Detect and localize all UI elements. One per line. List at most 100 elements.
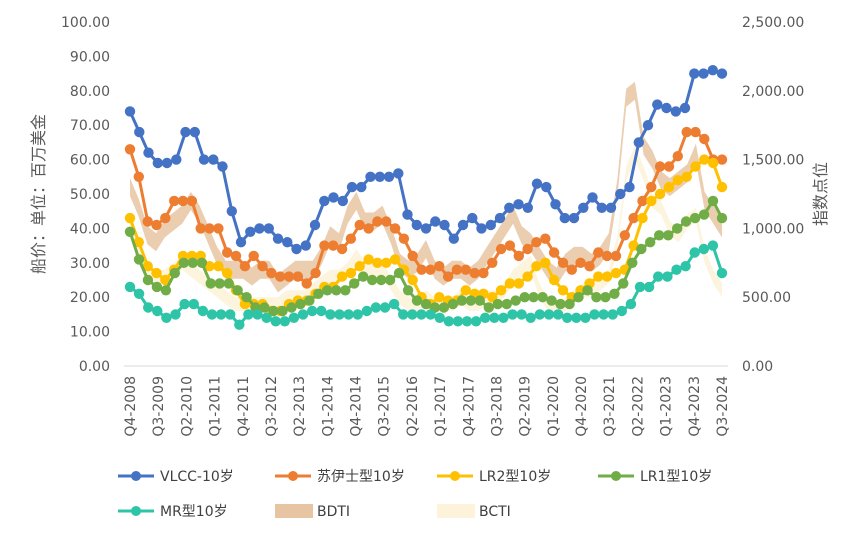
price-lines	[124, 65, 728, 330]
data-point	[469, 267, 480, 279]
data-point	[340, 285, 351, 296]
data-point	[205, 278, 216, 289]
data-point	[241, 292, 252, 303]
data-point	[442, 271, 454, 282]
data-point	[292, 271, 304, 282]
data-point	[636, 243, 647, 255]
data-point	[300, 240, 311, 251]
data-point	[160, 285, 172, 296]
data-point	[279, 316, 290, 327]
data-point	[716, 267, 728, 279]
legend-item: MR型10岁	[118, 504, 228, 520]
data-point	[151, 219, 162, 231]
data-point	[367, 274, 378, 286]
data-point	[495, 285, 507, 296]
data-point	[328, 240, 339, 251]
data-point	[217, 161, 228, 172]
data-point	[239, 261, 251, 272]
data-point	[376, 274, 387, 286]
data-point	[416, 309, 427, 320]
data-point	[134, 126, 145, 138]
legend-swatch-band	[275, 504, 313, 518]
data-point	[301, 278, 312, 289]
x-tick-label: Q2-2016	[405, 376, 421, 437]
data-point	[596, 202, 607, 213]
data-point	[555, 298, 566, 310]
data-point	[254, 223, 265, 234]
x-tick-label: Q1-2023	[659, 376, 675, 437]
data-point	[591, 292, 602, 303]
data-point	[618, 278, 629, 289]
data-point	[345, 267, 357, 279]
data-point	[372, 257, 383, 268]
x-tick-label: Q4-2020	[574, 376, 590, 437]
data-point	[372, 216, 383, 227]
data-point	[652, 99, 663, 110]
data-point	[226, 206, 237, 217]
data-point	[416, 264, 427, 275]
data-point	[663, 230, 674, 241]
data-point	[143, 147, 154, 158]
data-point	[133, 288, 145, 299]
legend-item: LR1型10岁	[598, 469, 712, 485]
data-point	[370, 302, 382, 313]
data-point	[230, 250, 242, 262]
data-point	[143, 302, 154, 313]
data-point	[543, 309, 555, 320]
data-point	[225, 309, 236, 320]
y-left-tick-label: 60.00	[70, 153, 110, 169]
data-point	[690, 161, 701, 172]
data-point	[222, 247, 233, 258]
data-point	[679, 102, 691, 114]
data-point	[398, 233, 410, 244]
data-point	[322, 285, 333, 296]
data-point	[540, 233, 551, 244]
data-point	[171, 154, 182, 165]
data-point	[633, 137, 644, 148]
data-point	[637, 195, 648, 207]
data-point	[672, 151, 683, 162]
data-point	[248, 250, 259, 262]
data-point	[680, 261, 691, 272]
data-point	[541, 181, 552, 193]
x-tick-label: Q2-2013	[292, 376, 308, 437]
data-point	[671, 264, 682, 275]
data-point	[270, 316, 281, 327]
data-point	[438, 302, 450, 313]
data-point	[275, 271, 286, 282]
data-point	[447, 298, 459, 310]
data-point	[196, 257, 207, 268]
data-point	[513, 278, 524, 289]
data-point	[534, 309, 545, 320]
data-point	[358, 271, 369, 282]
data-point	[434, 261, 445, 272]
data-point	[504, 278, 516, 289]
data-point	[573, 292, 584, 303]
legend-label: VLCC-10岁	[160, 469, 234, 485]
data-point	[513, 250, 524, 262]
data-point	[498, 312, 509, 323]
data-point	[124, 281, 136, 293]
data-point	[487, 257, 498, 268]
x-tick-label: Q3-2015	[377, 376, 393, 437]
data-point	[243, 309, 254, 320]
data-point	[195, 223, 206, 234]
data-point	[480, 312, 491, 323]
x-tick-label: Q4-2014	[349, 376, 365, 437]
data-point	[319, 240, 330, 251]
x-tick-label: Q4-2008	[123, 376, 139, 437]
data-point	[575, 257, 586, 268]
legend-label: LR1型10岁	[640, 469, 712, 485]
data-point	[361, 305, 372, 317]
data-point	[354, 219, 365, 231]
data-point	[568, 212, 580, 224]
legend-swatch-marker	[131, 506, 141, 516]
y-left-axis-title: 船价：单位：百万美金	[29, 114, 48, 274]
data-point	[142, 261, 153, 272]
x-tick-label: Q3-2009	[151, 376, 167, 437]
data-point	[707, 195, 719, 207]
data-point	[434, 312, 445, 323]
data-point	[646, 181, 657, 193]
data-point	[169, 195, 180, 207]
y-left-tick-label: 30.00	[70, 256, 110, 272]
